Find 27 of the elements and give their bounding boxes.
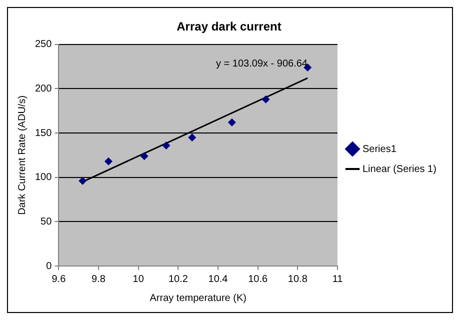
legend-label: Series1 (362, 144, 397, 155)
x-axis-title: Array temperature (K) (150, 292, 246, 304)
y-tick-label: 50 (40, 216, 52, 228)
annotation: y = 103.09x - 906.64 (216, 58, 308, 70)
x-tick-label: 9.8 (92, 274, 106, 285)
y-tick-label: 200 (34, 83, 52, 94)
legend-label: Linear (Series 1) (362, 164, 436, 175)
x-tick-label: 10.8 (288, 274, 308, 285)
point (140, 152, 148, 160)
x-tick-label: 10.2 (168, 274, 188, 285)
point (188, 133, 196, 142)
y-axis-title: Dark Current Rate (ADU/s) (16, 95, 28, 215)
point (104, 157, 112, 166)
x-tick-label: 10 (132, 274, 144, 285)
point (262, 95, 270, 104)
x-tick-label: 10.4 (208, 274, 228, 285)
point (162, 141, 170, 150)
point (228, 118, 236, 126)
y-tick-label: 0 (46, 260, 52, 272)
x-tick-label: 11 (332, 274, 344, 285)
y-tick-label: 150 (34, 128, 52, 139)
point (78, 176, 87, 185)
chart-title: Array dark current (176, 20, 282, 34)
x-tick-label: 9.6 (52, 274, 66, 285)
y-tick-label: 250 (34, 39, 52, 50)
x-tick-label: 10.6 (248, 274, 268, 285)
y-tick-label: 100 (34, 172, 52, 184)
